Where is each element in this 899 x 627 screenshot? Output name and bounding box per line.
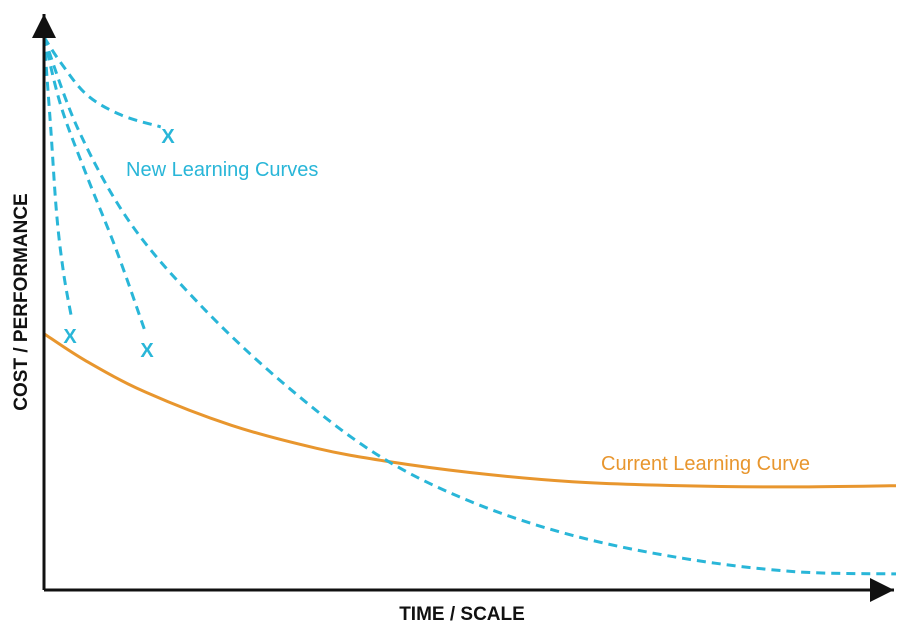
new-learning-curves-label: New Learning Curves [126, 159, 318, 181]
new-learning-curve-line-1 [42, 36, 162, 129]
current-learning-curve-line [43, 332, 897, 489]
series-layer [42, 36, 897, 576]
x-marker-middle: X [140, 340, 154, 362]
x-marker-top: X [161, 126, 175, 148]
current-learning-curve-label: Current Learning Curve [601, 453, 810, 475]
new-learning-curve-line-4 [42, 36, 897, 576]
new-learning-curve-line-3 [42, 36, 146, 331]
x-axis-label: TIME / SCALE [399, 604, 525, 625]
x-marker-left: X [63, 326, 77, 348]
y-axis-label: COST / PERFORMANCE [11, 193, 32, 410]
new-learning-curve-line-2 [42, 36, 73, 317]
